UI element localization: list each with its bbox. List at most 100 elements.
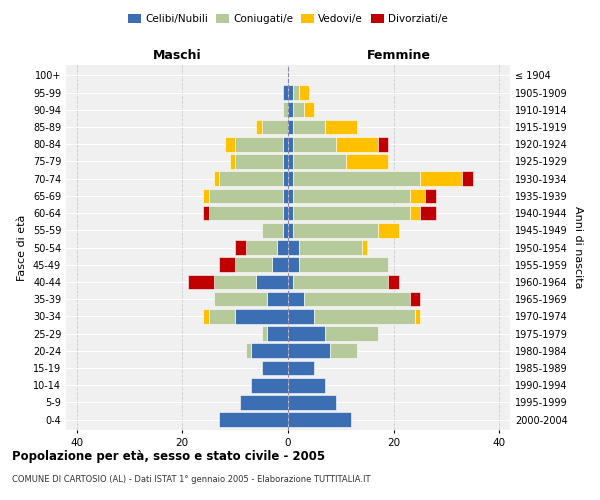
Bar (288, 137, 293, 152)
Bar (283, 154, 288, 168)
Legend: Celibi/Nubili, Coniugati/e, Vedovi/e, Divorziati/e: Celibi/Nubili, Coniugati/e, Vedovi/e, Di… (124, 10, 452, 29)
Bar (283, 223, 288, 238)
Bar (256, 274, 288, 289)
Bar (288, 188, 293, 203)
Bar (410, 292, 420, 306)
Bar (293, 223, 378, 238)
Bar (293, 154, 346, 168)
Bar (330, 344, 357, 358)
Bar (219, 412, 288, 427)
Bar (251, 378, 288, 392)
Bar (362, 240, 367, 255)
Bar (304, 292, 410, 306)
Bar (203, 188, 209, 203)
Bar (283, 172, 288, 186)
Bar (230, 154, 235, 168)
Bar (277, 240, 288, 255)
Bar (235, 154, 283, 168)
Bar (378, 137, 388, 152)
Bar (288, 395, 335, 410)
Bar (299, 258, 388, 272)
Bar (288, 274, 293, 289)
Bar (288, 206, 293, 220)
Bar (209, 309, 235, 324)
Bar (304, 102, 314, 117)
Bar (293, 274, 388, 289)
Bar (293, 172, 420, 186)
Bar (214, 274, 256, 289)
Bar (235, 258, 272, 272)
Bar (288, 412, 352, 427)
Bar (388, 274, 399, 289)
Bar (299, 85, 309, 100)
Bar (325, 326, 378, 341)
Bar (241, 395, 288, 410)
Bar (288, 154, 293, 168)
Bar (325, 120, 357, 134)
Bar (235, 240, 246, 255)
Bar (288, 240, 299, 255)
Text: Femmine: Femmine (367, 48, 431, 62)
Bar (288, 378, 325, 392)
Bar (293, 102, 304, 117)
Bar (293, 137, 335, 152)
Bar (283, 85, 288, 100)
Bar (293, 206, 410, 220)
Text: COMUNE DI CARTOSIO (AL) - Dati ISTAT 1° gennaio 2005 - Elaborazione TUTTITALIA.I: COMUNE DI CARTOSIO (AL) - Dati ISTAT 1° … (12, 475, 371, 484)
Bar (299, 240, 362, 255)
Bar (415, 309, 420, 324)
Bar (425, 188, 436, 203)
Bar (288, 292, 304, 306)
Bar (214, 292, 267, 306)
Bar (288, 258, 299, 272)
Bar (246, 344, 251, 358)
Bar (288, 172, 293, 186)
Y-axis label: Anni di nascita: Anni di nascita (573, 206, 583, 289)
Bar (219, 258, 235, 272)
Bar (209, 188, 283, 203)
Bar (288, 223, 293, 238)
Bar (288, 326, 325, 341)
Bar (288, 309, 314, 324)
Bar (203, 206, 209, 220)
Bar (209, 206, 283, 220)
Bar (293, 188, 410, 203)
Bar (293, 85, 299, 100)
Bar (335, 137, 378, 152)
Bar (262, 223, 283, 238)
Bar (203, 309, 209, 324)
Text: Maschi: Maschi (152, 48, 202, 62)
Bar (262, 120, 288, 134)
Bar (378, 223, 399, 238)
Bar (288, 102, 293, 117)
Bar (267, 326, 288, 341)
Bar (288, 85, 293, 100)
Bar (293, 120, 325, 134)
Bar (267, 292, 288, 306)
Bar (188, 274, 214, 289)
Bar (288, 360, 314, 376)
Bar (224, 137, 235, 152)
Bar (235, 309, 288, 324)
Bar (410, 206, 420, 220)
Bar (262, 360, 288, 376)
Bar (214, 172, 219, 186)
Y-axis label: Fasce di età: Fasce di età (17, 214, 27, 280)
Bar (246, 240, 277, 255)
Bar (314, 309, 415, 324)
Bar (251, 344, 288, 358)
Bar (272, 258, 288, 272)
Text: Popolazione per età, sesso e stato civile - 2005: Popolazione per età, sesso e stato civil… (12, 450, 325, 463)
Bar (288, 344, 330, 358)
Bar (235, 137, 283, 152)
Bar (420, 206, 436, 220)
Bar (346, 154, 388, 168)
Bar (283, 137, 288, 152)
Bar (463, 172, 473, 186)
Bar (262, 326, 267, 341)
Bar (256, 120, 262, 134)
Bar (283, 188, 288, 203)
Bar (410, 188, 425, 203)
Bar (219, 172, 283, 186)
Bar (283, 102, 288, 117)
